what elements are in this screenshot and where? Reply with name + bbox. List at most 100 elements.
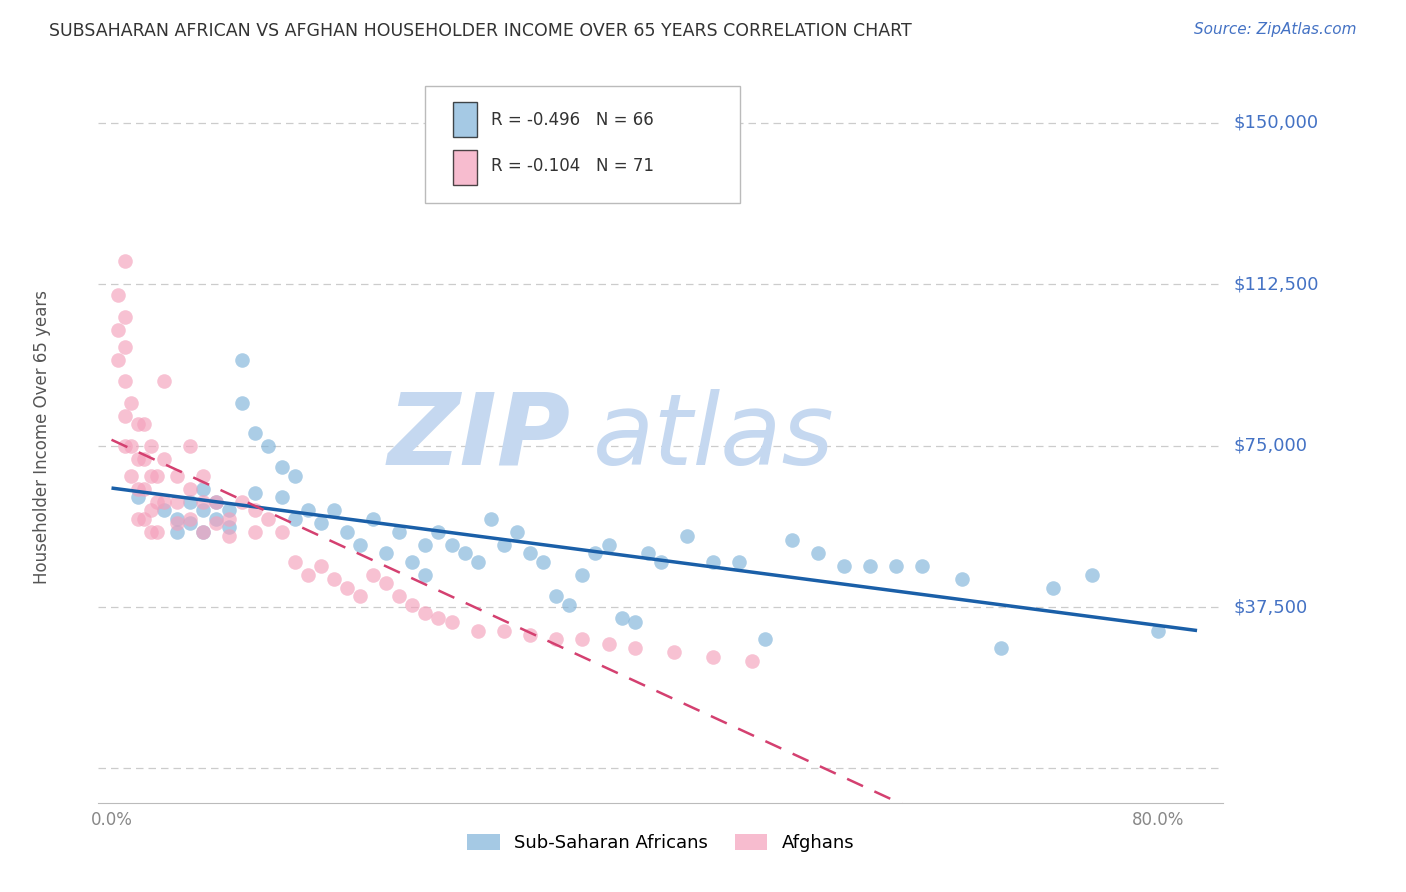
Point bbox=[107, 322, 129, 336]
Point bbox=[598, 538, 620, 552]
Point bbox=[741, 654, 763, 668]
Point bbox=[139, 468, 162, 483]
Point bbox=[191, 482, 214, 496]
Text: R = -0.496   N = 66: R = -0.496 N = 66 bbox=[491, 111, 654, 128]
Point bbox=[990, 640, 1012, 655]
Point bbox=[139, 524, 162, 539]
Point bbox=[120, 439, 142, 453]
Point bbox=[245, 524, 267, 539]
Point bbox=[453, 546, 475, 560]
Point bbox=[349, 538, 371, 552]
Point bbox=[270, 524, 292, 539]
Point bbox=[179, 439, 201, 453]
Point bbox=[492, 538, 515, 552]
Point bbox=[754, 632, 776, 647]
Point bbox=[153, 374, 176, 388]
Text: 80.0%: 80.0% bbox=[1132, 812, 1184, 830]
Point bbox=[506, 524, 529, 539]
Point bbox=[284, 555, 307, 569]
Point bbox=[401, 555, 423, 569]
Point bbox=[107, 288, 129, 302]
Point bbox=[218, 529, 240, 543]
Point bbox=[218, 503, 240, 517]
Point bbox=[284, 468, 307, 483]
Point bbox=[662, 645, 685, 659]
Point bbox=[231, 395, 253, 409]
Point bbox=[1146, 624, 1168, 638]
Text: $37,500: $37,500 bbox=[1233, 598, 1308, 616]
Point bbox=[245, 503, 267, 517]
Point bbox=[571, 632, 593, 647]
Text: ZIP: ZIP bbox=[388, 389, 571, 485]
Point bbox=[950, 572, 973, 586]
Point bbox=[257, 512, 280, 526]
Point bbox=[153, 503, 176, 517]
Point bbox=[191, 503, 214, 517]
Point bbox=[415, 538, 437, 552]
Point bbox=[191, 524, 214, 539]
Point bbox=[1081, 567, 1104, 582]
Point bbox=[519, 546, 541, 560]
Point bbox=[309, 516, 332, 530]
Point bbox=[637, 546, 659, 560]
Point bbox=[388, 589, 411, 603]
Point bbox=[401, 598, 423, 612]
Point bbox=[127, 491, 149, 505]
Text: R = -0.104   N = 71: R = -0.104 N = 71 bbox=[491, 158, 654, 176]
Point bbox=[676, 529, 699, 543]
Point bbox=[245, 425, 267, 440]
Point bbox=[467, 555, 489, 569]
Point bbox=[231, 352, 253, 367]
Point bbox=[134, 451, 156, 466]
Point bbox=[114, 374, 136, 388]
Point bbox=[284, 512, 307, 526]
Point bbox=[120, 395, 142, 409]
Point bbox=[245, 486, 267, 500]
Point bbox=[153, 494, 176, 508]
Point bbox=[780, 533, 803, 548]
Point bbox=[270, 491, 292, 505]
Point bbox=[583, 546, 606, 560]
Point bbox=[309, 559, 332, 574]
Point bbox=[205, 494, 228, 508]
Point bbox=[127, 417, 149, 432]
Point bbox=[257, 439, 280, 453]
Point bbox=[127, 482, 149, 496]
Point bbox=[120, 468, 142, 483]
Point bbox=[134, 482, 156, 496]
Point bbox=[807, 546, 830, 560]
Point bbox=[191, 468, 214, 483]
Point bbox=[361, 512, 384, 526]
Point bbox=[297, 567, 319, 582]
Point bbox=[415, 567, 437, 582]
Point bbox=[179, 516, 201, 530]
Point bbox=[440, 538, 463, 552]
Point bbox=[702, 555, 724, 569]
Point bbox=[218, 512, 240, 526]
Point bbox=[415, 607, 437, 621]
Point bbox=[139, 439, 162, 453]
Point bbox=[375, 546, 398, 560]
Point bbox=[322, 503, 344, 517]
Point bbox=[571, 567, 593, 582]
Point bbox=[531, 555, 554, 569]
Point bbox=[1042, 581, 1064, 595]
Point bbox=[146, 494, 169, 508]
Text: $75,000: $75,000 bbox=[1233, 437, 1308, 455]
Point bbox=[107, 352, 129, 367]
Text: Source: ZipAtlas.com: Source: ZipAtlas.com bbox=[1194, 22, 1357, 37]
Point bbox=[134, 512, 156, 526]
Point bbox=[179, 512, 201, 526]
Text: SUBSAHARAN AFRICAN VS AFGHAN HOUSEHOLDER INCOME OVER 65 YEARS CORRELATION CHART: SUBSAHARAN AFRICAN VS AFGHAN HOUSEHOLDER… bbox=[49, 22, 912, 40]
Point bbox=[728, 555, 751, 569]
Point bbox=[205, 494, 228, 508]
Point bbox=[336, 581, 359, 595]
Point bbox=[191, 494, 214, 508]
Point bbox=[146, 524, 169, 539]
Point bbox=[114, 340, 136, 354]
Point bbox=[336, 524, 359, 539]
Point bbox=[231, 494, 253, 508]
Point bbox=[375, 576, 398, 591]
Point bbox=[146, 468, 169, 483]
Point bbox=[166, 524, 188, 539]
